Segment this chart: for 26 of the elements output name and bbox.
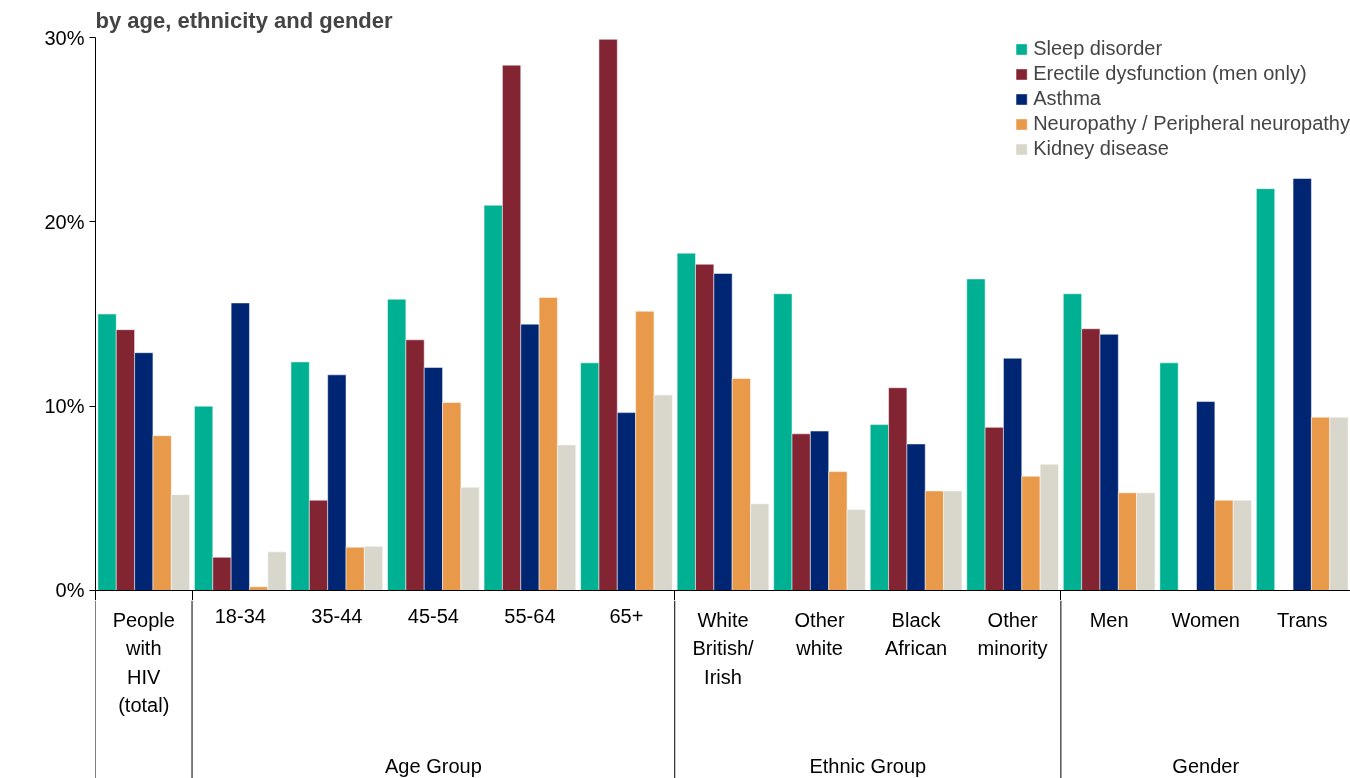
legend-label: Kidney disease — [1033, 137, 1169, 160]
x-tick-label: Other minority — [977, 608, 1048, 660]
text: Gender — [1172, 754, 1240, 777]
legend-label: Sleep disorder — [1033, 37, 1163, 60]
x-tick-label: 65+ — [609, 604, 644, 627]
legend-label: Neuropathy / Peripheral neuropathy — [1033, 112, 1350, 135]
legend-label: Asthma — [1033, 87, 1101, 110]
x-tick-label: People with HIV (total) — [112, 608, 175, 717]
y-tick-label: 0% — [55, 578, 85, 601]
text: Age Group — [385, 754, 482, 777]
y-tick-label: 10% — [44, 395, 85, 418]
y-tick-label: 30% — [44, 26, 85, 49]
x-tick-label: 35-44 — [311, 604, 363, 627]
x-tick-label: Trans — [1277, 608, 1328, 631]
chart-title: by age, ethnicity and gender — [95, 7, 393, 33]
text: Ethnic Group — [809, 754, 927, 777]
y-tick-label: 20% — [44, 210, 85, 233]
legend-label: Erectile dysfunction (men only) — [1033, 62, 1307, 85]
x-tick-label: Black African — [884, 608, 948, 660]
x-tick-label: White British/ Irish — [692, 608, 754, 688]
x-tick-label: Women — [1171, 608, 1240, 631]
x-tick-label: 18-34 — [214, 604, 266, 627]
x-tick-label: Other white — [794, 608, 845, 660]
x-tick-label: Men — [1089, 608, 1129, 631]
x-tick-label: 45-54 — [407, 604, 459, 627]
x-tick-label: 55-64 — [504, 604, 556, 627]
